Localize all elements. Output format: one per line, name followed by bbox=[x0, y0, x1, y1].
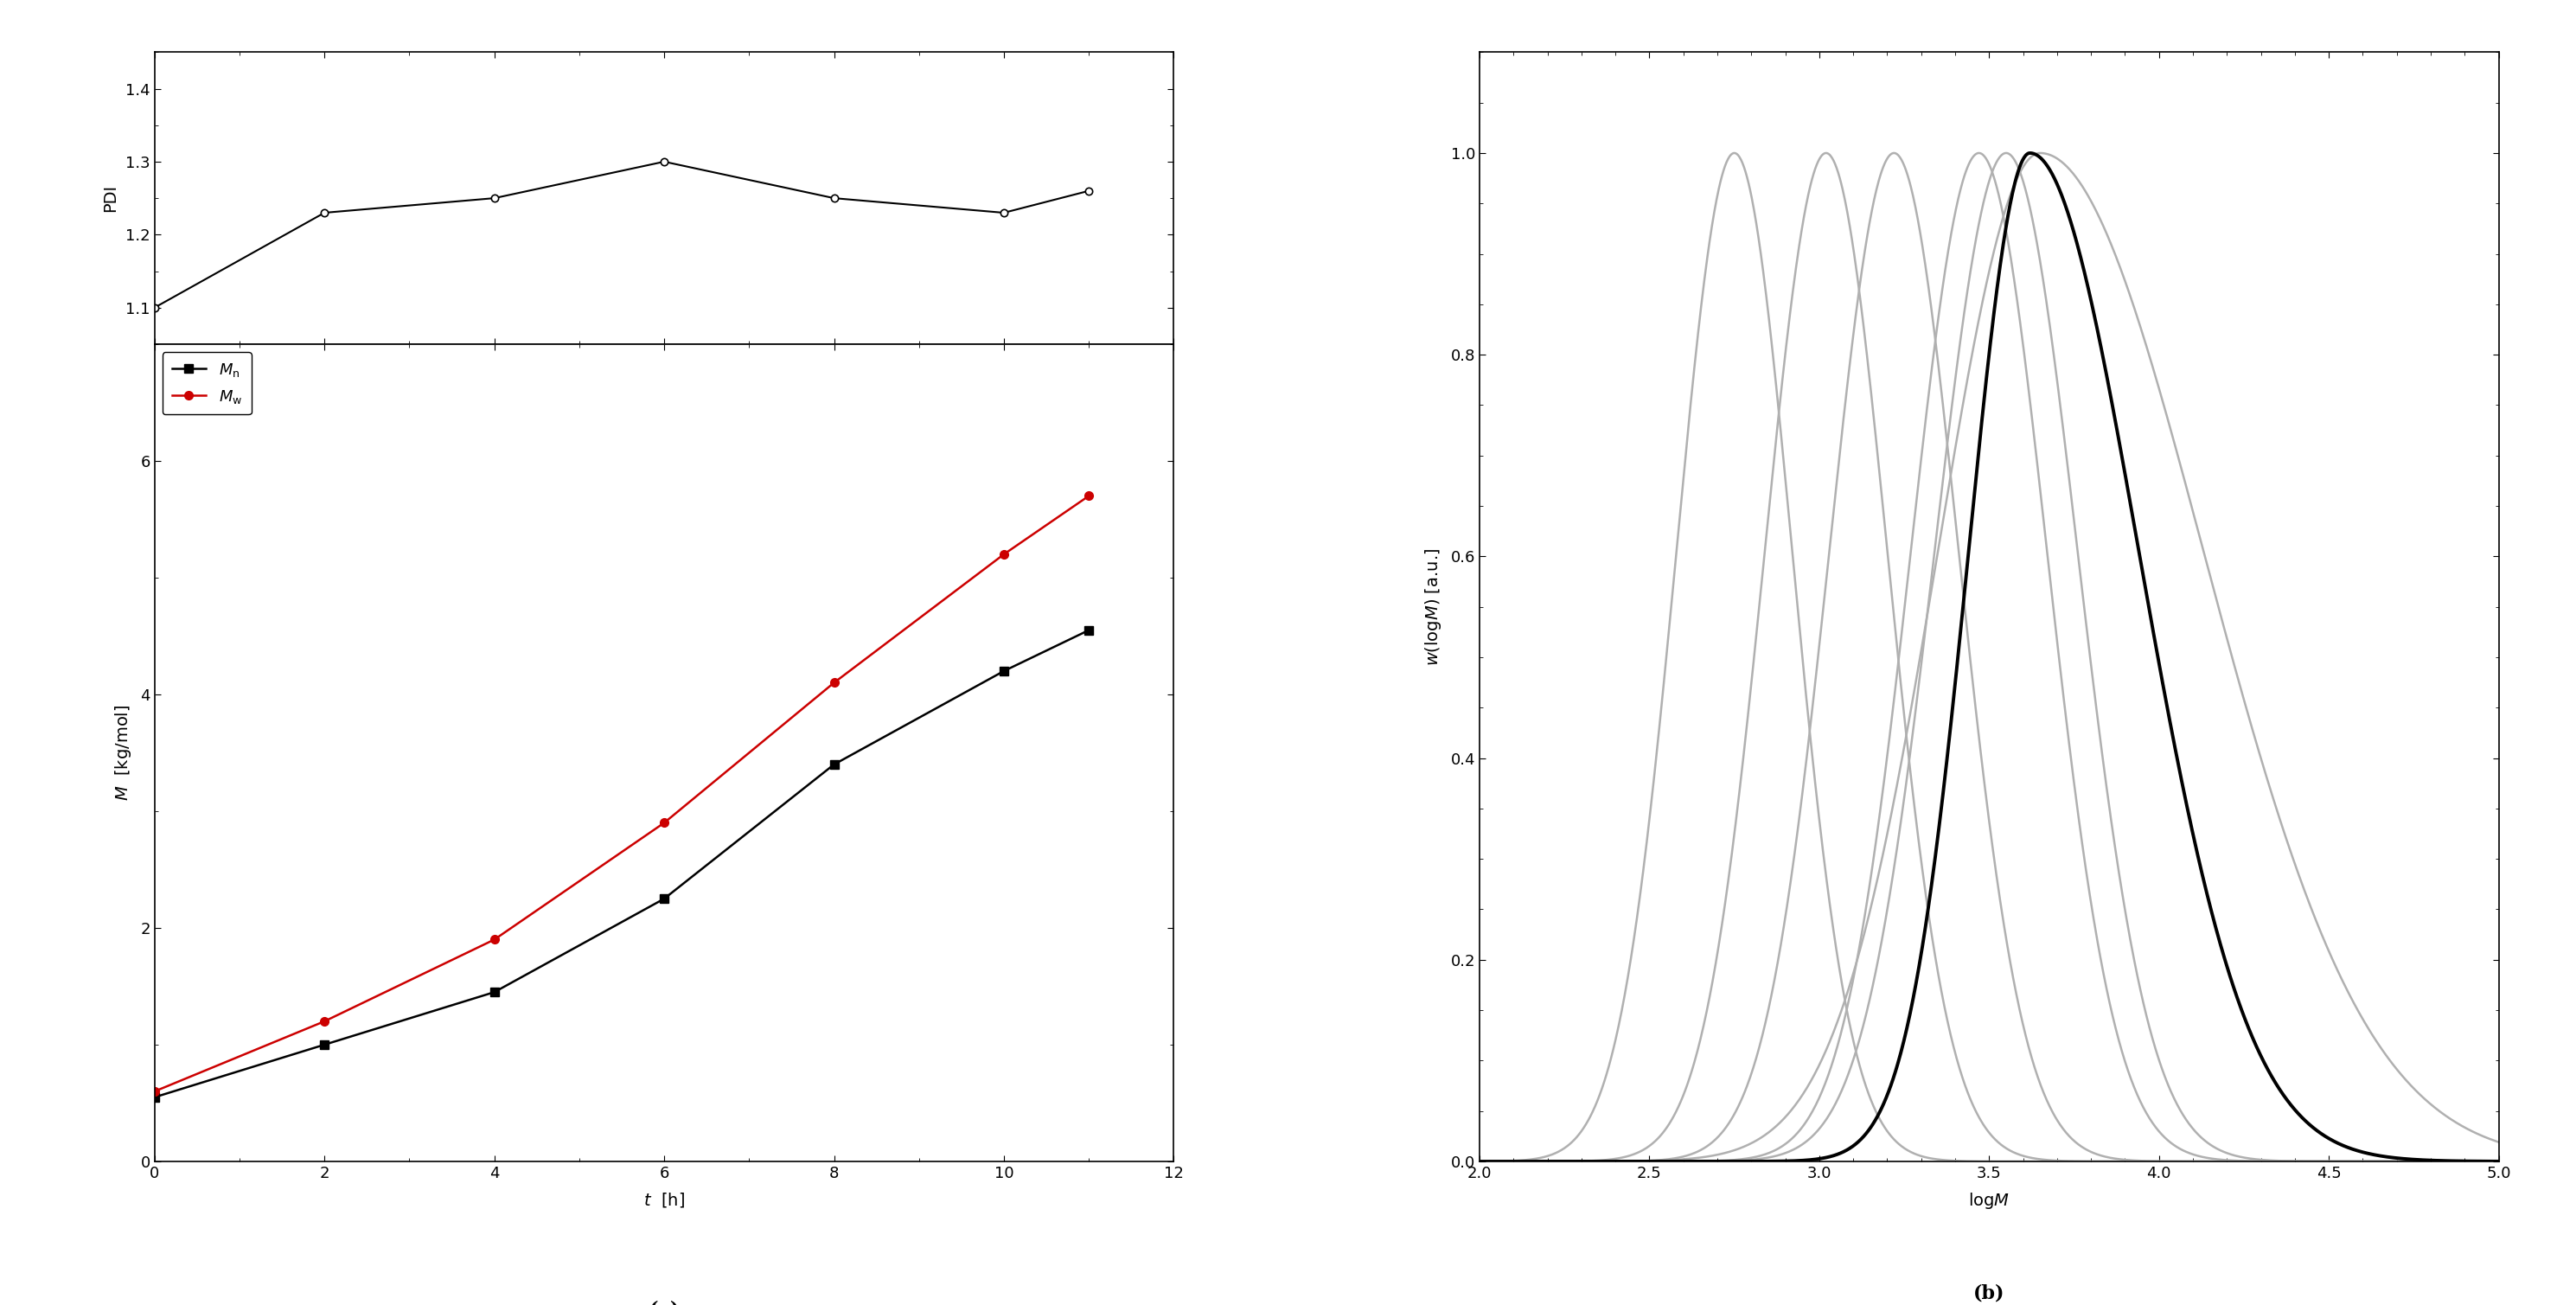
$M_\mathregular{w}$ bbox=[139, 1083, 170, 1099]
Text: (b): (b) bbox=[1973, 1284, 2004, 1302]
$M_\mathregular{w}$ bbox=[989, 547, 1020, 562]
$M_\mathregular{n}$ bbox=[989, 663, 1020, 679]
Y-axis label: $M$  [kg/mol]: $M$ [kg/mol] bbox=[113, 705, 134, 801]
$M_\mathregular{n}$ bbox=[479, 984, 510, 1000]
X-axis label: log$M$: log$M$ bbox=[1968, 1191, 2009, 1211]
Y-axis label: PDI: PDI bbox=[103, 184, 118, 211]
$M_\mathregular{n}$ bbox=[139, 1090, 170, 1105]
$M_\mathregular{w}$ bbox=[309, 1014, 340, 1030]
Text: (a): (a) bbox=[649, 1300, 680, 1305]
Legend: $M_\mathregular{n}$, $M_\mathregular{w}$: $M_\mathregular{n}$, $M_\mathregular{w}$ bbox=[162, 352, 252, 415]
Line: $M_\mathregular{n}$: $M_\mathregular{n}$ bbox=[149, 626, 1092, 1101]
$M_\mathregular{w}$ bbox=[649, 816, 680, 831]
X-axis label: $t$  [h]: $t$ [h] bbox=[644, 1191, 685, 1208]
$M_\mathregular{w}$ bbox=[819, 675, 850, 690]
$M_\mathregular{n}$ bbox=[1074, 622, 1105, 638]
$M_\mathregular{n}$ bbox=[649, 891, 680, 907]
$M_\mathregular{n}$ bbox=[309, 1037, 340, 1053]
Line: $M_\mathregular{w}$: $M_\mathregular{w}$ bbox=[149, 492, 1092, 1096]
Y-axis label: $w$(log$M$) [a.u.]: $w$(log$M$) [a.u.] bbox=[1425, 548, 1443, 666]
$M_\mathregular{w}$ bbox=[1074, 488, 1105, 504]
$M_\mathregular{w}$ bbox=[479, 932, 510, 947]
$M_\mathregular{n}$ bbox=[819, 757, 850, 773]
